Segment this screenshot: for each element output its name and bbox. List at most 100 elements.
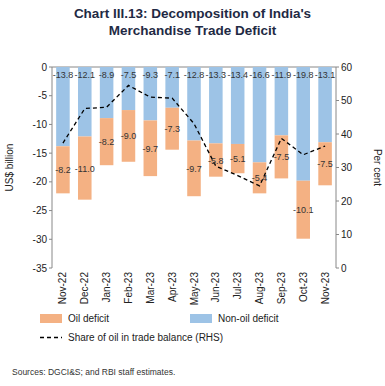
line	[63, 85, 325, 186]
source: Sources: DGCI&S; and RBI staff estimates…	[12, 367, 175, 377]
y2-tick	[336, 234, 339, 235]
x-tick-label: Aug-23	[254, 272, 265, 305]
y-tick-label: -5	[38, 90, 47, 101]
bar	[318, 142, 332, 185]
y-tick	[49, 124, 52, 125]
y-tick	[49, 153, 52, 154]
data-label: -10.1	[293, 205, 314, 215]
y-tick-label: -35	[33, 263, 48, 274]
y2-tick	[336, 268, 339, 269]
legend-label: Oil deficit	[68, 313, 109, 324]
bar	[231, 144, 245, 173]
y2-tick-label: 30	[341, 162, 353, 173]
x-tick-label: Jan-23	[101, 272, 112, 303]
y2-tick-label: 20	[341, 196, 353, 207]
data-label: -11.0	[75, 164, 95, 174]
bar	[209, 143, 223, 176]
legend-swatch	[40, 314, 62, 323]
data-label: -12.8	[184, 70, 205, 80]
y2-tick	[336, 100, 339, 101]
bar	[165, 108, 179, 150]
title: Chart III.13: Decomposition of India'sMe…	[74, 6, 311, 38]
y-tick-label: -10	[33, 119, 48, 130]
x-tick-label: Mar-23	[145, 272, 156, 304]
data-label: -8.9	[99, 70, 115, 80]
data-label: -7.5	[121, 70, 137, 80]
y-tick-label: 0	[41, 62, 47, 73]
y-tick	[49, 181, 52, 182]
data-label: -7.5	[317, 159, 333, 169]
x-tick-label: Apr-23	[167, 272, 178, 302]
y-tick-label: -30	[33, 234, 48, 245]
y-tick	[49, 67, 52, 68]
y-tick	[49, 95, 52, 96]
y-axis	[52, 67, 53, 268]
data-label: -8.2	[99, 137, 115, 147]
data-label: -9.3	[143, 70, 159, 80]
data-label: -13.1	[315, 70, 336, 80]
x-tick-label: Oct-23	[298, 272, 309, 302]
data-label: -8.2	[55, 165, 71, 175]
data-label: -7.5	[274, 152, 290, 162]
data-label: -9.7	[186, 164, 202, 174]
y2-tick-label: 50	[341, 95, 353, 106]
y-axis-title: US$ billion	[4, 144, 15, 192]
y-tick-label: -20	[33, 176, 48, 187]
data-label: -13.8	[53, 70, 74, 80]
chart: Chart III.13: Decomposition of India'sMe…	[0, 0, 385, 386]
data-label: -7.1	[164, 70, 180, 80]
y-tick-label: -15	[33, 148, 48, 159]
y2-tick-label: 60	[341, 62, 353, 73]
data-label: -13.4	[227, 70, 248, 80]
bar	[187, 141, 201, 197]
x-tick-label: Nov-22	[57, 272, 68, 305]
x-tick-label: May-23	[189, 272, 200, 306]
bar	[144, 67, 158, 120]
x-tick-label: Jun-23	[210, 272, 221, 303]
legend-swatch	[40, 337, 62, 338]
x-tick-label: Dec-22	[79, 272, 90, 305]
data-label: -19.8	[293, 70, 314, 80]
legend: Oil deficit Non-oil deficit Share of oil i…	[40, 313, 279, 343]
legend-label: Share of oil in trade balance (RHS)	[68, 332, 223, 343]
data-label: -11.9	[271, 70, 291, 80]
bar	[144, 120, 158, 176]
y2-tick	[336, 67, 339, 68]
x-tick-label: Sep-23	[276, 272, 287, 305]
plot-area	[56, 67, 332, 239]
x-tick-label: Feb-23	[123, 272, 134, 304]
data-label: -9.7	[143, 144, 159, 154]
data-label: -16.6	[249, 70, 270, 80]
data-label: -5.4	[252, 173, 268, 183]
bar	[100, 118, 114, 165]
legend-label: Non-oil deficit	[218, 313, 279, 324]
y2-tick	[336, 201, 339, 202]
bar	[253, 162, 267, 193]
y2-tick-label: 0	[341, 263, 347, 274]
bar	[165, 67, 179, 108]
y-tick	[49, 210, 52, 211]
y2-axis-title: Per cent	[372, 149, 383, 186]
bar	[275, 135, 289, 178]
y2-tick-label: 40	[341, 129, 353, 140]
y2-tick	[336, 134, 339, 135]
data-label: -5.8	[208, 156, 224, 166]
data-label: -7.3	[164, 124, 180, 134]
x-tick-label: Jul-23	[232, 272, 243, 300]
data-label: -9.0	[121, 131, 137, 141]
bar	[296, 67, 310, 181]
data-label: -5.1	[230, 154, 246, 164]
legend-swatch	[190, 314, 212, 323]
y-tick-label: -25	[33, 205, 48, 216]
bar	[253, 67, 267, 162]
bar	[100, 67, 114, 118]
data-label: -12.1	[75, 70, 96, 80]
x-tick-label: Nov-23	[320, 272, 331, 305]
y-tick	[49, 239, 52, 240]
y2-tick	[336, 167, 339, 168]
bar	[56, 146, 70, 193]
data-labels: -13.8-12.1-8.9-7.5-9.3-7.1-12.8-13.3-13.…	[53, 70, 336, 215]
data-label: -13.3	[206, 70, 227, 80]
y-tick	[49, 268, 52, 269]
y2-tick-label: 10	[341, 229, 353, 240]
